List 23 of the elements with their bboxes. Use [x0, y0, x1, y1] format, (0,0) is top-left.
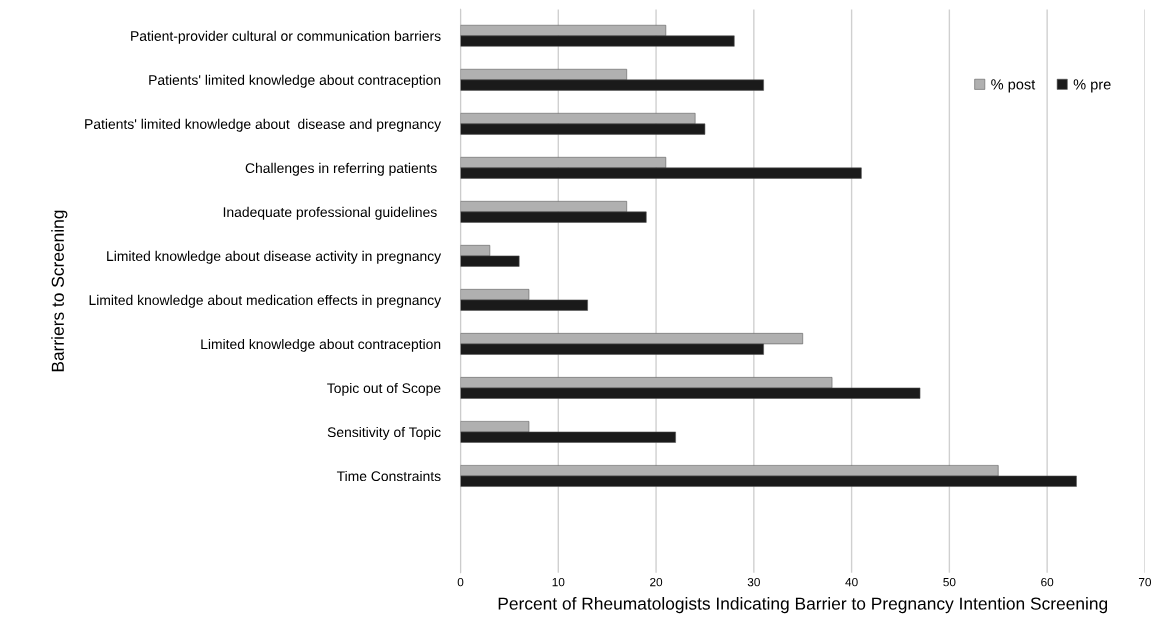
y-tick-label: Patients' limited knowledge about disease and pregnancy [85, 118, 442, 132]
y-tick-label: Sensitivity of Topic [327, 426, 441, 440]
y-tick-label: Topic out of Scope [327, 382, 441, 396]
x-tick-label: 40 [845, 577, 858, 587]
x-tick-label: 50 [943, 577, 956, 587]
x-tick-label: 10 [552, 577, 565, 587]
y-tick-label: Patients' limited knowledge about contraception [149, 74, 441, 88]
y-tick-label: Limited knowledge about medication effects in pregnancy [89, 294, 442, 308]
x-tick-label: 70 [1138, 577, 1152, 587]
y-tick-label: Limited knowledge about disease activity in pregnancy [107, 250, 442, 264]
x-tick-label: 0 [457, 577, 464, 587]
y-axis-title: Barriers to Screening [51, 210, 68, 372]
y-tick-label: Time Constraints [336, 470, 441, 482]
y-tick-label: Challenges in referring patients [245, 162, 437, 176]
x-tick-label: 60 [1041, 577, 1054, 587]
y-tick-label: Inadequate professional guidelines [223, 206, 437, 220]
legend-label: % pre [1073, 79, 1111, 93]
y-tick-label: Patient-provider cultural or communication barriers [131, 30, 441, 44]
x-tick-label: 20 [650, 577, 663, 587]
x-axis-title: Percent of Rheumatologists Indicating Barrier to Pregnancy Intention Screening [498, 596, 1108, 614]
legend-label: % post [991, 79, 1036, 93]
x-tick-label: 30 [747, 577, 760, 587]
y-tick-label: Limited knowledge about contraception [201, 338, 441, 352]
